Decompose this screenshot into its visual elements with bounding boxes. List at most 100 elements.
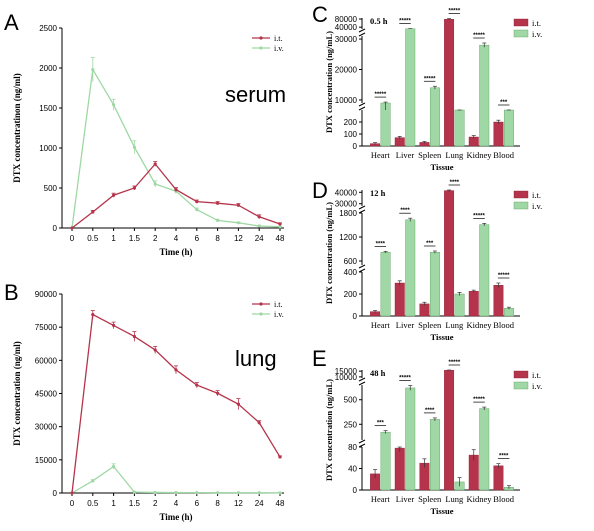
x-tick-label: Kidney <box>466 494 492 504</box>
bar-it <box>444 190 455 317</box>
x-axis-label: Tissue <box>431 332 454 342</box>
x-tick-label: Liver <box>396 320 415 330</box>
bar-it <box>394 447 405 491</box>
data-point <box>236 402 240 406</box>
x-tick-label: 4 <box>174 234 179 243</box>
legend-label: i.t. <box>532 190 541 200</box>
significance-label: **** <box>400 208 410 214</box>
bar-iv <box>429 419 440 491</box>
y-tick-label: 0 <box>53 489 58 498</box>
x-axis-label: Tissue <box>431 506 454 516</box>
x-axis-label: Time (h) <box>159 247 192 257</box>
data-point <box>257 491 261 495</box>
data-point <box>257 421 261 425</box>
axis-break-mark <box>358 381 366 386</box>
bar-it <box>493 121 504 147</box>
significance-label: ***** <box>374 92 386 98</box>
y-tick-label: 1500 <box>39 104 57 113</box>
bar-iv <box>405 219 416 317</box>
data-point <box>153 182 157 186</box>
x-tick-label: Heart <box>371 494 391 504</box>
x-tick-label: Blood <box>493 494 515 504</box>
legend-marker <box>259 302 263 306</box>
legend-marker <box>259 312 263 316</box>
x-tick-label: Kidney <box>466 320 492 330</box>
data-point <box>174 490 178 495</box>
data-point <box>216 391 220 395</box>
chart-e: E040802505001000015000Heart***Liver*****… <box>312 346 542 516</box>
x-tick-label: 4 <box>174 499 179 508</box>
y-tick-label: 15000 <box>35 456 58 465</box>
legend-label: i.v. <box>532 29 542 39</box>
y-tick-label: 0 <box>353 312 358 321</box>
x-tick-label: Spleen <box>418 320 442 330</box>
x-tick-label: Blood <box>493 320 515 330</box>
legend-label: i.v. <box>532 201 542 211</box>
data-point <box>216 201 220 205</box>
x-tick-label: Liver <box>396 150 415 160</box>
significance-label: *** <box>426 241 434 247</box>
y-tick-label: 100 <box>344 130 358 139</box>
axis-break-mark <box>358 28 366 33</box>
panel-letter-b: B <box>4 280 19 305</box>
significance-label: ***** <box>448 360 460 366</box>
x-tick-label: 1 <box>111 234 116 243</box>
significance-label: ***** <box>473 33 485 39</box>
legend-label: i.t. <box>532 18 541 28</box>
x-tick-label: 8 <box>215 234 220 243</box>
x-tick-label: Lung <box>445 494 464 504</box>
y-tick-label: 1200 <box>339 233 357 242</box>
x-tick-label: 2 <box>153 499 158 508</box>
data-point <box>236 491 240 495</box>
bar-iv <box>405 387 416 491</box>
x-tick-label: Spleen <box>418 494 442 504</box>
bar-iv <box>429 251 440 317</box>
x-tick-label: 2 <box>153 234 158 243</box>
bar-iv <box>479 408 490 491</box>
series-line-it <box>71 162 281 229</box>
panel-letter-c: C <box>312 2 328 27</box>
legend-marker <box>259 36 263 40</box>
data-point <box>153 162 157 166</box>
panel-letter-e: E <box>312 346 327 371</box>
data-point <box>195 200 199 204</box>
y-tick-label: 1800 <box>339 209 357 218</box>
series-line-it <box>71 313 281 494</box>
y-tick-label: 30000 <box>35 423 58 432</box>
bar-iv <box>380 251 391 317</box>
panel-annotation: serum <box>225 82 286 107</box>
axis-break-mark <box>358 205 366 210</box>
x-tick-label: Lung <box>445 150 464 160</box>
legend-swatch <box>513 29 529 38</box>
legend-swatch <box>513 190 529 199</box>
bar-iv <box>503 308 514 317</box>
y-tick-label: 15000 <box>335 367 358 376</box>
data-point <box>132 490 136 494</box>
axis-break-mark <box>358 102 366 107</box>
x-tick-label: 48 <box>276 234 285 243</box>
significance-label: ***** <box>448 9 460 15</box>
x-tick-label: 12 <box>234 499 243 508</box>
data-point <box>195 383 199 387</box>
y-tick-label: 2000 <box>39 64 57 73</box>
data-point <box>112 323 116 327</box>
bar-iv <box>405 28 416 147</box>
bar-iv <box>429 87 440 147</box>
y-tick-label: 80000 <box>335 15 358 24</box>
data-point <box>216 491 220 495</box>
bar-iv <box>503 109 514 147</box>
significance-label: **** <box>499 454 509 460</box>
y-tick-label: 600 <box>344 257 358 266</box>
y-tick-label: 20000 <box>335 66 358 75</box>
x-axis-label: Time (h) <box>159 512 192 522</box>
y-axis-label: DTX concentration (ng/mL) <box>324 379 334 481</box>
bar-it <box>394 282 405 317</box>
x-tick-label: 24 <box>255 234 264 243</box>
legend-label: i.v. <box>274 44 284 53</box>
y-tick-label: 200 <box>344 118 358 127</box>
significance-label: **** <box>450 180 460 186</box>
y-tick-label: 75000 <box>35 323 58 332</box>
y-tick-label: 2500 <box>39 24 57 33</box>
y-tick-label: 40000 <box>335 188 358 197</box>
